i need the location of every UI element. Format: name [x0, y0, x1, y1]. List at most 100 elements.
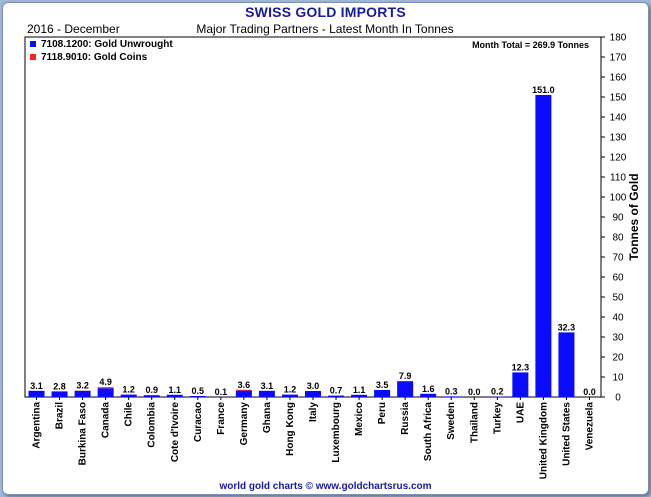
bar-gold-unwrought [397, 381, 414, 397]
bar-gold-unwrought [97, 388, 114, 397]
category-label: Curacao [193, 402, 204, 442]
category-label: Luxembourg [331, 402, 342, 463]
category-label: Burkina Faso [78, 402, 89, 465]
chart-subtitle: Major Trading Partners - Latest Month In… [196, 22, 453, 36]
data-label: 1.2 [122, 385, 135, 395]
data-label: 0.2 [491, 387, 504, 397]
category-label: Venezuela [584, 402, 595, 451]
y-tick-label: 140 [610, 113, 627, 124]
period-label: 2016 - December [27, 22, 120, 36]
category-label: Germany [239, 402, 250, 446]
data-label: 3.1 [261, 381, 274, 391]
y-tick-label: 170 [610, 53, 627, 64]
legend-entry-1: 7118.9010: Gold Coins [41, 52, 148, 63]
bar-gold-unwrought [28, 390, 45, 397]
category-label: Italy [308, 402, 319, 422]
bar-gold-unwrought [258, 390, 275, 397]
chart-footer: world gold charts © www.goldchartsrus.co… [219, 481, 432, 492]
data-label: 3.2 [76, 381, 89, 391]
y-tick-label: 130 [610, 133, 627, 144]
y-tick-label: 10 [612, 373, 624, 384]
y-tick-label: 30 [612, 333, 624, 344]
data-label: 3.0 [307, 381, 320, 391]
category-label: United Kingdom [538, 402, 549, 479]
y-tick-label: 160 [610, 73, 627, 84]
y-tick-label: 180 [610, 33, 627, 44]
category-label: Turkey [492, 402, 503, 434]
data-label: 1.1 [353, 385, 366, 395]
data-label: 1.6 [422, 384, 435, 394]
data-label: 0.7 [330, 386, 343, 396]
y-tick-label: 120 [610, 153, 627, 164]
category-label: Peru [377, 402, 388, 424]
data-label: 0.3 [445, 386, 458, 396]
bar-gold-unwrought [443, 396, 460, 397]
y-tick-label: 40 [612, 313, 624, 324]
data-label: 0.5 [192, 386, 205, 396]
category-label: UAE [515, 402, 526, 423]
legend-entry-0: 7108.1200: Gold Unwrought [41, 39, 173, 50]
category-label: Hong Kong [285, 402, 296, 456]
category-label: United States [561, 402, 572, 466]
category-label: South Africa [423, 402, 434, 462]
data-label: 151.0 [532, 85, 555, 95]
data-label: 2.8 [53, 381, 66, 391]
bar-gold-unwrought [420, 393, 437, 397]
y-tick-label: 110 [610, 173, 626, 184]
bar-gold-unwrought [166, 394, 183, 397]
category-label: France [216, 402, 227, 435]
bar-gold-unwrought [235, 390, 252, 397]
y-axis-label: Tonnes of Gold [627, 173, 641, 260]
category-label: Cote d'Ivoire [170, 402, 181, 463]
category-label: Thailand [469, 402, 480, 443]
category-label: Brazil [55, 402, 66, 429]
bar-gold-unwrought [143, 395, 160, 397]
bar-gold-unwrought [374, 390, 391, 397]
data-label: 1.1 [169, 385, 182, 395]
data-label: 1.2 [284, 385, 297, 395]
month-total-label: Month Total = 269.9 Tonnes [472, 40, 589, 50]
y-tick-label: 20 [612, 353, 624, 364]
category-label: Colombia [147, 402, 158, 448]
category-label: Argentina [32, 402, 43, 449]
y-tick-label: 90 [612, 213, 624, 224]
bar-gold-unwrought [189, 396, 206, 397]
bar-gold-unwrought [512, 372, 529, 397]
y-tick-label: 60 [612, 273, 624, 284]
data-label: 3.1 [30, 381, 43, 391]
category-label: Russia [400, 402, 411, 435]
data-label: 3.6 [238, 380, 251, 390]
y-tick-label: 70 [612, 253, 624, 264]
legend-swatch-0 [30, 41, 36, 47]
legend-swatch-1 [30, 54, 36, 60]
bar-gold-unwrought [351, 394, 368, 397]
category-label: Canada [101, 402, 112, 439]
bar-gold-unwrought [281, 394, 298, 397]
bar-gold-unwrought [328, 395, 345, 397]
data-label: 3.5 [376, 380, 389, 390]
data-label: 0.1 [215, 387, 228, 397]
data-label: 0.0 [468, 387, 481, 397]
bar-gold-unwrought [74, 390, 91, 397]
category-label: Chile [124, 402, 135, 427]
data-label: 32.3 [558, 322, 576, 332]
data-label: 12.3 [512, 362, 530, 372]
bar-gold-unwrought [120, 394, 137, 397]
y-tick-label: 80 [612, 233, 624, 244]
category-label: Ghana [262, 402, 273, 434]
category-label: Mexico [354, 402, 365, 436]
plot-area [24, 36, 602, 398]
y-tick-label: 50 [612, 293, 624, 304]
bar-gold-coins [235, 389, 252, 391]
data-label: 0.0 [583, 387, 596, 397]
y-tick-label: 0 [615, 393, 621, 404]
bar-gold-unwrought [305, 391, 321, 397]
bar-gold-coins [97, 387, 114, 389]
y-tick-label: 150 [610, 93, 627, 104]
bar-gold-unwrought [51, 391, 68, 397]
category-label: Sweden [446, 402, 457, 440]
y-tick-label: 100 [610, 193, 627, 204]
chart-title: SWISS GOLD IMPORTS [245, 4, 406, 20]
bar-gold-unwrought [558, 332, 575, 397]
